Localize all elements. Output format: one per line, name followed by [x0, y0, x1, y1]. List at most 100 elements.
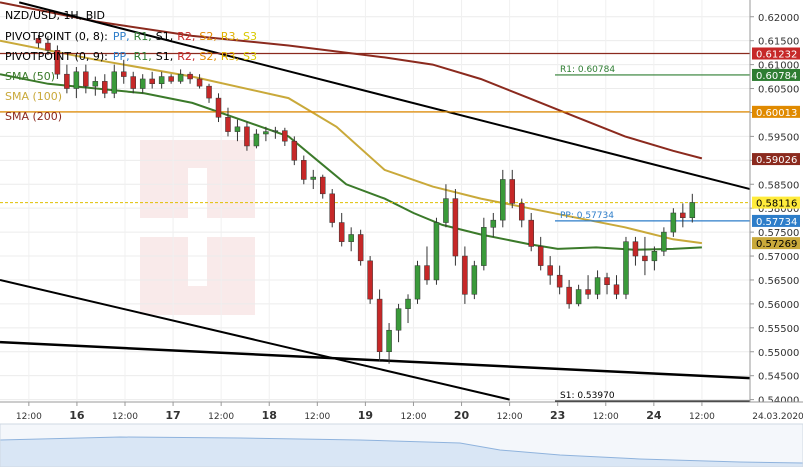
candle-body: [253, 133, 260, 147]
candle-body: [206, 85, 212, 99]
legend-pivot-9: PIVOTPOINT (0, 9): PP, R1, S1, R2, S2, R3, S3: [5, 50, 261, 63]
legend-series-name: PIVOTPOINT (0, 9):: [5, 50, 108, 63]
trend-lines: [0, 1, 751, 401]
pivot-levels: R1: 0.60784 PP: 0.57734 S1: 0.53970: [0, 52, 750, 402]
candle-body: [139, 78, 146, 89]
candle-body: [518, 203, 525, 221]
legend-item: PP,: [112, 30, 130, 43]
price-tick-label: 0.56500: [758, 276, 799, 287]
price-badge: [752, 237, 800, 250]
time-tick-label: 16: [69, 409, 85, 422]
candle-body: [405, 298, 411, 309]
pivot-badge: [752, 68, 800, 81]
candle-body: [54, 50, 61, 75]
candle-body: [632, 241, 639, 257]
candle-body: [291, 140, 298, 161]
candle-body: [604, 277, 610, 286]
price-tick-label: 0.55500: [758, 324, 799, 335]
candle-body: [443, 198, 449, 223]
pivot-badge: [752, 47, 800, 60]
time-tick-label: 12:00: [497, 412, 523, 422]
legend-item: S1,: [155, 50, 174, 63]
candle-body: [120, 71, 127, 77]
candle-body: [471, 265, 478, 295]
time-tick-label: 18: [262, 409, 277, 422]
candle-body: [452, 198, 459, 257]
candle-body: [168, 76, 174, 82]
candle-body: [187, 73, 193, 80]
candle-body: [263, 131, 269, 135]
legend-pivot-8: PIVOTPOINT (0, 8): PP, R1, S1, R2, S2, R3, S3: [5, 30, 261, 43]
price-tick-label: 0.58000: [758, 204, 799, 215]
price-tick-label: 0.61500: [758, 37, 799, 48]
legend-sma-200: SMA (200): [5, 110, 67, 123]
legend-series-name: PIVOTPOINT (0, 8):: [5, 30, 108, 43]
trend-line: [18, 1, 751, 191]
price-tick-label: 0.59500: [758, 132, 799, 143]
legend-item: R2,: [177, 50, 196, 63]
legend-series-name: SMA (100): [5, 90, 63, 103]
trend-line: [0, 340, 751, 380]
time-tick-label: 24: [646, 409, 662, 422]
candle-body: [177, 73, 184, 82]
pivot-label: S1: 0.53970: [560, 391, 615, 401]
price-tick-label: 0.54000: [758, 396, 799, 407]
candle-body: [92, 81, 99, 87]
candle-body: [196, 78, 203, 87]
candle-body: [490, 219, 497, 228]
legend-item: R2,: [177, 30, 196, 43]
legend-sma-50: SMA (50): [5, 70, 60, 83]
sma-50-line: [0, 73, 702, 251]
legend-item: R1,: [133, 50, 152, 63]
pivot-label: PP: 0.57734: [560, 211, 614, 221]
time-tick-label: 12:00: [16, 412, 42, 422]
candle-body: [689, 202, 696, 218]
candle-body: [367, 260, 373, 300]
candle-body: [386, 329, 392, 353]
candle-body: [348, 234, 354, 242]
price-tick-label: 0.61000: [758, 61, 799, 72]
candle-body: [329, 193, 335, 223]
candle-body: [282, 130, 288, 142]
candle-body: [35, 38, 42, 44]
candle-body: [462, 255, 468, 295]
time-tick-label: 17: [165, 409, 180, 422]
candle-body: [585, 289, 591, 295]
price-tick-label: 0.62000: [758, 13, 799, 24]
candle-body: [556, 274, 563, 288]
candle-body: [244, 126, 250, 147]
price-tick-label: 0.57500: [758, 228, 799, 239]
navigator-area: [0, 436, 803, 467]
candle-body: [225, 117, 231, 132]
candle-body: [149, 78, 155, 85]
candle-body: [575, 289, 582, 305]
pivot-badge-label: 0.60013: [756, 108, 797, 119]
candle-body: [433, 222, 440, 281]
time-tick-label: 12:00: [593, 412, 619, 422]
candles: [35, 34, 696, 364]
candle-body: [73, 71, 80, 89]
time-tick-label: 12:00: [208, 412, 234, 422]
price-tick-label: 0.60500: [758, 85, 799, 96]
candle-body: [301, 160, 307, 180]
legend-item: S2,: [199, 50, 217, 63]
candle-body: [130, 76, 136, 89]
legend-item: R3,: [220, 30, 240, 43]
candle-body: [509, 179, 516, 204]
time-tick-label: 12:00: [400, 412, 426, 422]
candle-body: [414, 265, 421, 300]
navigator[interactable]: [0, 423, 803, 467]
legend-item: PP,: [112, 50, 130, 63]
price-tick-label: 0.56000: [758, 300, 799, 311]
candle-body: [528, 219, 534, 247]
candle-body: [64, 73, 70, 89]
price-badge-label: 0.57269: [756, 239, 797, 250]
candle-body: [537, 246, 544, 266]
legend-item: R1,: [133, 30, 152, 43]
price-tick-label: 0.57000: [758, 252, 799, 263]
price-badge: [752, 153, 800, 166]
legend-series-name: SMA (200): [5, 110, 63, 123]
candle-body: [215, 97, 222, 118]
price-tick-label: 0.55000: [758, 348, 799, 359]
candle-body: [651, 251, 658, 262]
